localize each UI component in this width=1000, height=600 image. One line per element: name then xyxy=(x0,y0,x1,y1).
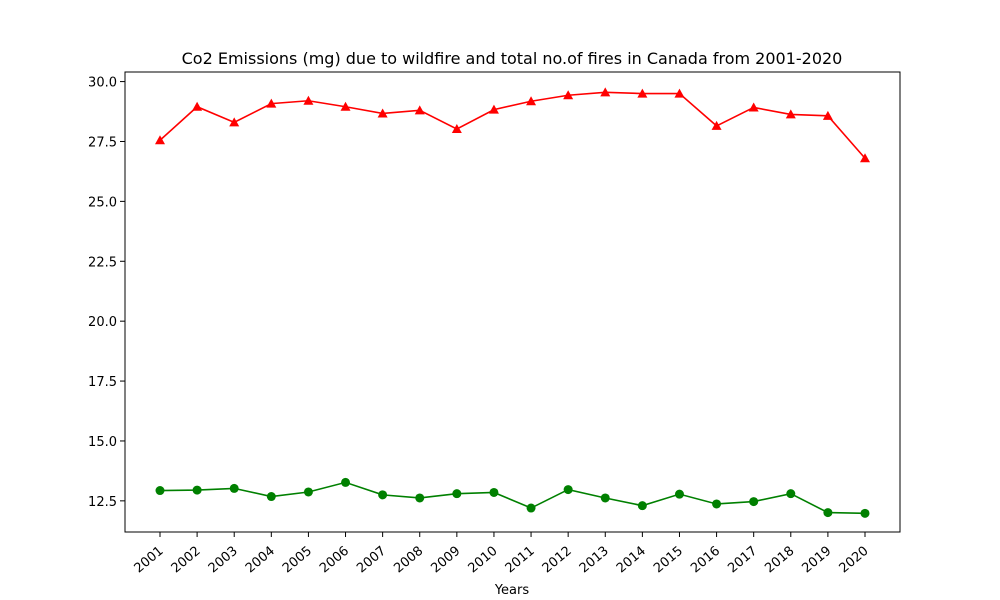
data-point xyxy=(488,104,499,114)
plot-frame xyxy=(124,71,901,533)
data-point xyxy=(155,486,165,496)
data-point xyxy=(600,87,611,97)
data-point xyxy=(377,108,388,118)
data-point xyxy=(563,90,574,100)
data-point xyxy=(786,489,796,499)
data-point xyxy=(860,508,870,518)
data-point xyxy=(637,88,648,98)
data-point xyxy=(674,489,684,499)
data-point xyxy=(452,489,462,499)
data-point xyxy=(414,105,425,115)
data-point xyxy=(415,493,425,503)
data-point xyxy=(526,96,537,106)
series-line xyxy=(159,91,866,159)
data-point xyxy=(563,485,573,495)
data-point xyxy=(192,485,202,495)
data-point xyxy=(785,109,796,119)
data-point xyxy=(340,101,351,111)
data-point xyxy=(712,499,722,509)
data-point xyxy=(674,88,685,98)
y-tick-label: 25.0 xyxy=(88,195,117,210)
data-point xyxy=(711,120,722,130)
data-point xyxy=(266,98,277,108)
y-tick-label: 15.0 xyxy=(88,435,117,450)
data-point xyxy=(451,124,462,134)
data-point xyxy=(600,493,610,503)
data-point xyxy=(749,497,759,507)
y-tick-label: 17.5 xyxy=(88,375,117,390)
y-tick-label: 22.5 xyxy=(88,255,117,270)
data-point xyxy=(229,483,239,493)
data-point xyxy=(303,487,313,497)
data-point xyxy=(155,135,165,145)
data-point xyxy=(860,153,870,163)
x-axis-label: Years xyxy=(494,583,530,598)
series-layer xyxy=(155,87,870,518)
data-point xyxy=(378,490,388,500)
data-point xyxy=(637,501,647,511)
data-point xyxy=(526,503,536,513)
y-tick-label: 20.0 xyxy=(88,315,117,330)
data-point xyxy=(822,110,833,120)
data-point xyxy=(229,117,240,127)
data-point xyxy=(341,477,351,487)
y-tick-label: 27.5 xyxy=(88,135,117,150)
series-line xyxy=(159,481,866,515)
series-1 xyxy=(155,477,870,518)
data-point xyxy=(748,102,759,112)
y-tick-label: 30.0 xyxy=(88,76,117,91)
data-point xyxy=(823,508,833,518)
data-point xyxy=(266,492,276,502)
data-point xyxy=(489,487,499,497)
y-tick-label: 12.5 xyxy=(88,495,117,510)
data-point xyxy=(192,101,203,111)
data-point xyxy=(303,95,314,105)
y-axis: 12.5 15.0 17.5 20.0 22.5 25.0 27.5 30.0 xyxy=(88,76,125,510)
series-0 xyxy=(155,87,870,163)
chart-title: Co2 Emissions (mg) due to wildfire and t… xyxy=(182,49,843,68)
